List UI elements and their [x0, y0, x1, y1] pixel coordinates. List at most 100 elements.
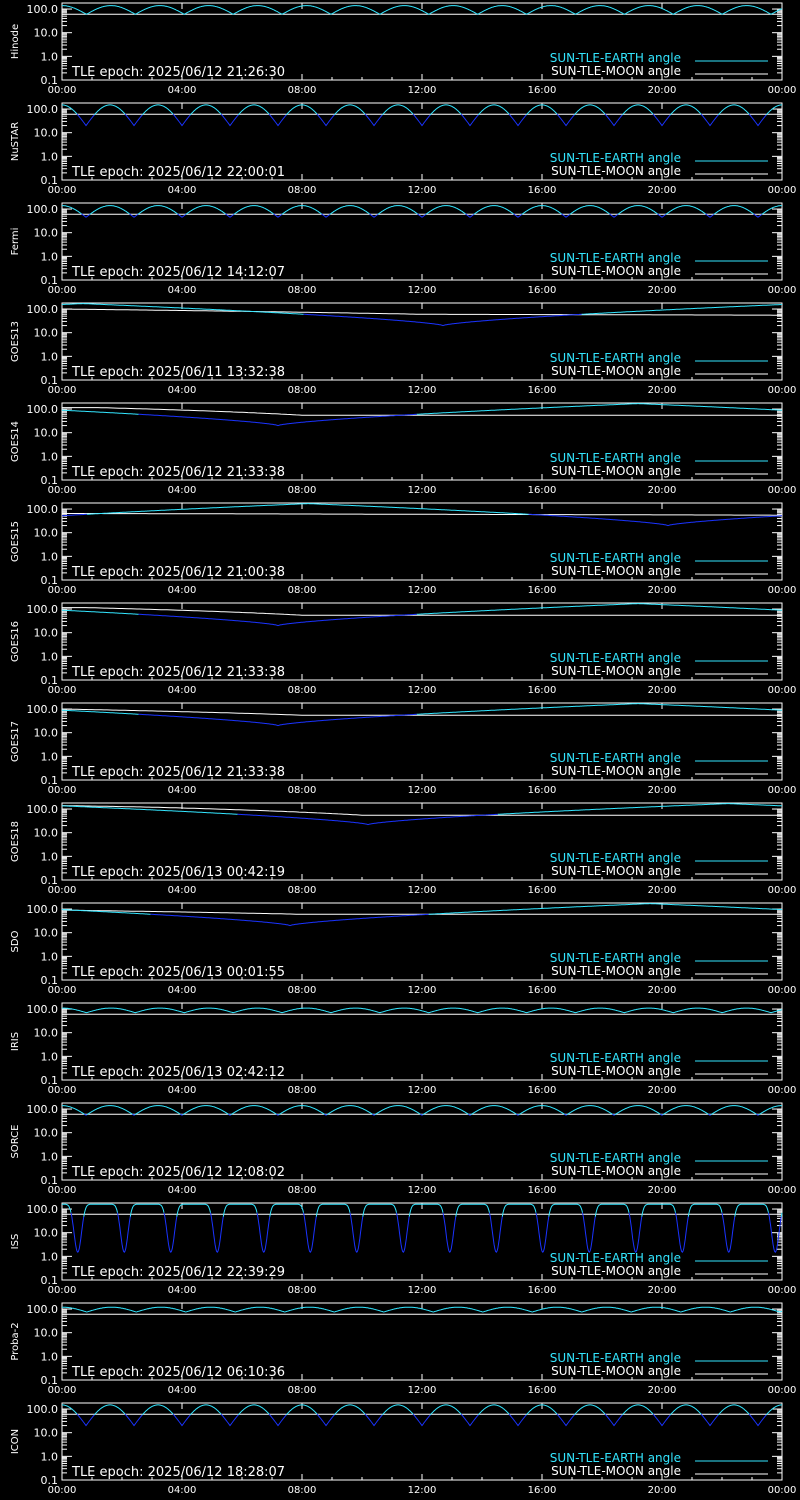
x-tick-label: 08:00: [288, 385, 317, 396]
moon-angle-line: [61, 308, 782, 316]
legend-earth-label: SUN-TLE-EARTH angle: [550, 551, 681, 565]
y-tick-label: 100.0: [27, 803, 59, 816]
earth-angle-line: [561, 213, 571, 218]
earth-angle-line: [138, 613, 417, 627]
earth-angle-line: [237, 813, 498, 826]
x-tick-label: 00:00: [48, 1385, 77, 1396]
satellite-label: SORCE: [10, 1125, 21, 1159]
chart-svg: 0.1 1.0 10.0 100.0 00:00 04:00 08:00 12:00 16:00…: [10, 602, 797, 696]
x-tick-label: 04:00: [168, 1185, 197, 1196]
x-tick-label: 04:00: [168, 485, 197, 496]
earth-angle-line: [189, 1404, 222, 1416]
legend-moon-label: SUN-TLE-MOON angle: [551, 1364, 681, 1378]
earth-angle-line: [416, 603, 782, 615]
earth-angle-line: [372, 1113, 376, 1116]
earth-angle-line: [220, 1413, 239, 1427]
x-tick-label: 12:00: [408, 1085, 437, 1096]
tle-epoch: TLE epoch: 2025/06/12 06:10:36: [71, 1365, 285, 1380]
legend-moon-label: SUN-TLE-MOON angle: [551, 764, 681, 778]
earth-angle-line: [652, 1413, 671, 1427]
y-tick-label: 1.0: [41, 350, 59, 363]
earth-angle-line: [324, 1113, 328, 1116]
earth-angle-line: [76, 113, 95, 127]
earth-angle-line: [513, 213, 523, 218]
panel-proba-2: 0.1 1.0 10.0 100.0 00:00 04:00 08:00 12:00 16:00…: [0, 1300, 800, 1400]
earth-angle-line: [428, 903, 782, 915]
x-tick-label: 04:00: [168, 1285, 197, 1296]
tle-epoch: TLE epoch: 2025/06/13 02:42:12: [71, 1065, 285, 1080]
x-tick-label: 20:00: [648, 785, 677, 796]
earth-angle-line: [180, 1113, 184, 1116]
legend-earth-label: SUN-TLE-EARTH angle: [550, 751, 681, 765]
x-tick-label: 16:00: [528, 585, 557, 596]
earth-angle-line: [86, 503, 529, 515]
earth-angle-line: [256, 1212, 271, 1254]
earth-angle-line: [765, 1404, 782, 1416]
x-tick-label: 16:00: [528, 1185, 557, 1196]
earth-angle-line: [62, 1306, 783, 1313]
earth-angle-line: [134, 1105, 181, 1116]
earth-angle-line: [758, 1105, 782, 1116]
x-tick-label: 08:00: [288, 185, 317, 196]
chart-svg: 0.1 1.0 10.0 100.0 00:00 04:00 08:00 12:00 16:00…: [10, 902, 796, 996]
panel-goes15: 0.1 1.0 10.0 100.0 00:00 04:00 08:00 12:00 16:00…: [0, 500, 800, 600]
x-tick-label: 08:00: [288, 1085, 317, 1096]
x-tick-label: 00:00: [768, 1485, 797, 1496]
earth-angle-line: [61, 805, 238, 815]
chart-svg: 0.1 1.0 10.0 100.0 00:00 04:00 08:00 12:00 16:00…: [10, 1302, 796, 1396]
x-tick-label: 00:00: [48, 585, 77, 596]
earth-angle-line: [675, 1212, 689, 1254]
earth-angle-line: [566, 1105, 613, 1116]
earth-angle-line: [281, 205, 322, 215]
earth-angle-line: [756, 1113, 760, 1116]
x-tick-label: 20:00: [648, 85, 677, 96]
earth-angle-line: [748, 113, 767, 127]
legend-earth-label: SUN-TLE-EARTH angle: [550, 651, 681, 665]
earth-angle-line: [81, 213, 91, 218]
y-tick-label: 1.0: [41, 250, 59, 263]
x-tick-label: 04:00: [168, 885, 197, 896]
y-tick-label: 0.1: [41, 1474, 59, 1487]
legend-moon-label: SUN-TLE-MOON angle: [551, 664, 681, 678]
earth-angle-line: [316, 1413, 335, 1427]
x-tick-label: 04:00: [168, 785, 197, 796]
x-tick-label: 08:00: [288, 685, 317, 696]
earth-angle-line: [748, 1413, 767, 1427]
y-tick-label: 100.0: [27, 3, 59, 16]
earth-angle-line: [176, 1203, 211, 1217]
x-tick-label: 12:00: [408, 885, 437, 896]
x-tick-label: 00:00: [48, 85, 77, 96]
legend-earth-label: SUN-TLE-EARTH angle: [550, 1151, 681, 1165]
tle-epoch: TLE epoch: 2025/06/11 13:32:38: [71, 365, 285, 380]
x-tick-label: 08:00: [288, 1285, 317, 1296]
earth-angle-line: [364, 1413, 383, 1427]
x-tick-label: 12:00: [408, 1285, 437, 1296]
earth-angle-line: [710, 1105, 757, 1116]
y-tick-label: 10.0: [34, 927, 59, 940]
panel-iris: 0.1 1.0 10.0 100.0 00:00 04:00 08:00 12:00 16:00…: [0, 1000, 800, 1100]
earth-angle-line: [713, 205, 754, 215]
x-tick-label: 00:00: [768, 285, 797, 296]
x-tick-label: 00:00: [48, 385, 77, 396]
y-tick-label: 0.1: [41, 1074, 59, 1087]
earth-angle-line: [416, 703, 782, 715]
chart-svg: 0.1 1.0 10.0 100.0 00:00 04:00 08:00 12:00 16:00…: [10, 702, 796, 796]
y-tick-label: 1.0: [41, 550, 59, 563]
y-tick-label: 0.1: [41, 274, 59, 287]
earth-angle-line: [761, 205, 782, 215]
x-tick-label: 08:00: [288, 1385, 317, 1396]
y-tick-label: 10.0: [34, 1327, 59, 1340]
earth-angle-line: [617, 205, 658, 215]
x-tick-label: 08:00: [288, 285, 317, 296]
panel-sorce: 0.1 1.0 10.0 100.0 00:00 04:00 08:00 12:00 16:00…: [0, 1100, 800, 1200]
earth-angle-line: [62, 909, 151, 915]
y-tick-label: 1.0: [41, 50, 59, 63]
earth-angle-line: [141, 104, 174, 116]
x-tick-label: 00:00: [48, 1285, 77, 1296]
y-tick-label: 0.1: [41, 1174, 59, 1187]
satellite-label: ISS: [10, 1234, 21, 1250]
earth-angle-line: [425, 205, 466, 215]
x-tick-label: 00:00: [768, 685, 797, 696]
y-tick-label: 1.0: [41, 450, 59, 463]
earth-angle-line: [516, 1113, 520, 1116]
